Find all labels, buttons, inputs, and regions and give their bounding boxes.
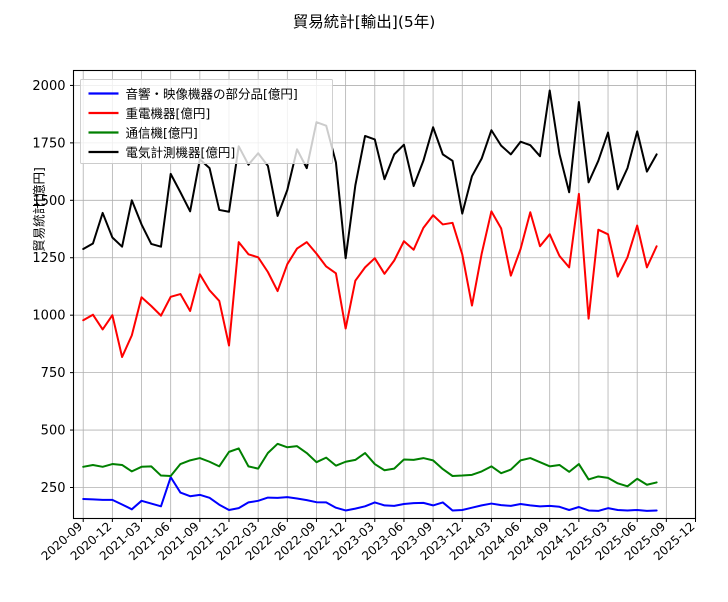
series-line [82, 442, 658, 488]
y-tick-label: 1750 [32, 136, 65, 151]
legend-box [80, 79, 333, 164]
y-tick-label: 1250 [32, 251, 65, 266]
y-axis-ticks: 250 500 750 1000 1250 1500 1750 2000 [32, 79, 74, 496]
y-tick-label: 2000 [32, 79, 65, 94]
legend-label: 重電機器[億円] [126, 106, 211, 121]
y-tick-label: 750 [41, 366, 66, 381]
series-line [82, 89, 658, 260]
data-series [82, 89, 658, 512]
legend-label: 電気計測機器[億円] [126, 145, 236, 160]
y-axis-label: 貿易統計[億円] [31, 167, 47, 252]
y-tick-label: 500 [41, 424, 66, 439]
chart-legend: 音響・映像機器の部分品[億円] 重電機器[億円] 通信機[億円] 電気計測機器[億円] [80, 79, 333, 164]
plot-frame [72, 69, 697, 520]
y-tick-label: 1500 [32, 194, 65, 209]
y-tick-label: 1000 [32, 309, 65, 324]
series-line [82, 476, 658, 512]
series-line [82, 192, 658, 358]
x-axis-ticks: 2020-092020-122021-032021-062021-092021-… [39, 518, 698, 563]
y-tick-label: 250 [41, 481, 66, 496]
legend-label: 音響・映像機器の部分品[億円] [126, 87, 298, 102]
legend-label: 通信機[億円] [126, 126, 198, 141]
chart-title: 貿易統計[輸出](5年) [292, 13, 436, 31]
